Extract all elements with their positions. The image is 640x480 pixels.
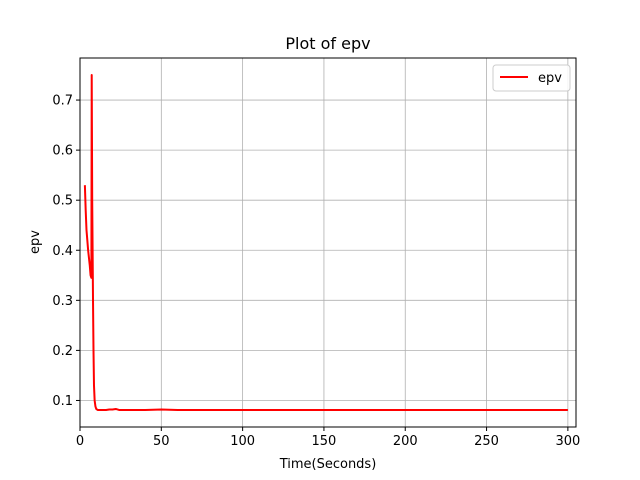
chart-title: Plot of epv <box>285 34 370 53</box>
legend-box <box>492 64 571 92</box>
plot-frame <box>79 57 577 428</box>
grid <box>79 58 576 427</box>
y-tick-label: 0.6 <box>52 144 73 159</box>
y-tick-label: 0.4 <box>52 244 73 259</box>
x-axis-ticks: 0 50 100 150 200 250 300 <box>76 427 580 449</box>
y-tick-label: 0.3 <box>52 294 73 309</box>
series-layer <box>83 74 568 411</box>
y-axis-label: epv <box>28 230 43 254</box>
x-tick-label: 100 <box>230 434 255 449</box>
y-tick-label: 0.7 <box>52 94 73 109</box>
legend: epv <box>492 64 571 92</box>
x-tick-label: 50 <box>153 434 170 449</box>
y-tick-label: 0.5 <box>52 194 73 209</box>
x-tick-label: 250 <box>474 434 499 449</box>
legend-label-epv: epv <box>538 71 562 86</box>
x-tick-label: 0 <box>76 434 84 449</box>
x-tick-label: 150 <box>312 434 337 449</box>
x-tick-label: 200 <box>393 434 418 449</box>
y-axis-ticks: 0.1 0.2 0.3 0.4 0.5 0.6 0.7 <box>52 94 80 409</box>
series-line-epv <box>83 74 568 411</box>
x-tick-label: 300 <box>555 434 580 449</box>
y-tick-label: 0.2 <box>52 344 73 359</box>
x-axis-label: Time(Seconds) <box>279 457 377 472</box>
y-tick-label: 0.1 <box>52 394 73 409</box>
